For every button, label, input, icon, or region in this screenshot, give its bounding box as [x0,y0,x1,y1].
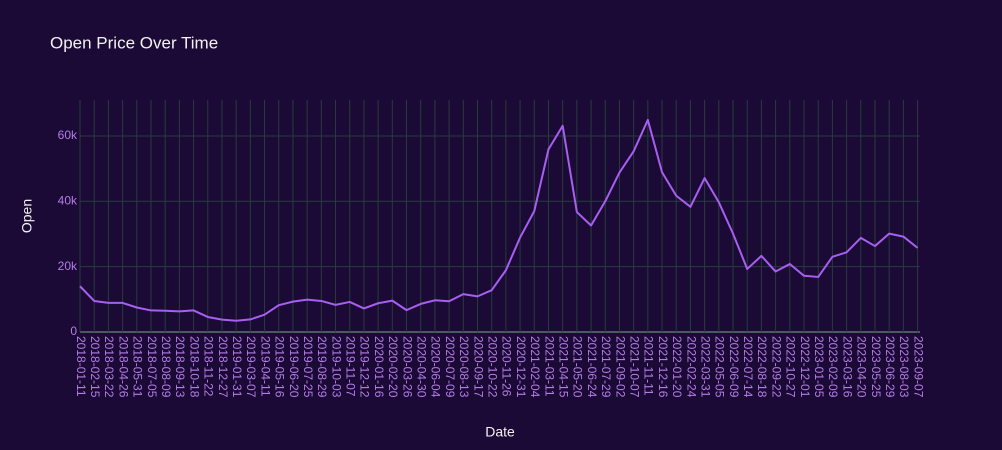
grid: 0 20k 40k 60k 2018-01-11 2018-02-15 2018-03-22… [58,100,925,398]
line-series [79,118,919,322]
x-tick-label: 2021-07-29 [599,336,613,398]
x-tick-label: 2018-03-22 [102,336,116,398]
x-tick-label: 2018-12-27 [216,336,230,398]
y-tick-label: 0 [70,324,77,338]
x-tick-label: 2020-06-04 [429,336,443,398]
x-tick-label: 2021-05-20 [571,336,585,398]
x-tick-label: 2022-07-14 [741,336,755,398]
y-tick-label: 60k [58,128,78,142]
x-tick-label: 2023-02-09 [826,336,840,398]
x-tick-label: 2018-11-22 [202,336,216,397]
x-tick-label: 2019-05-16 [273,336,287,398]
x-tick-label: 2023-01-05 [812,336,826,398]
y-axis-title: Open [19,199,35,233]
x-tick-label: 2020-04-30 [415,336,429,398]
x-tick-label: 2018-02-15 [88,336,102,398]
x-tick-label: 2021-12-16 [656,336,670,398]
x-tick-label: 2022-10-27 [784,336,798,398]
x-tick-label: 2022-03-31 [698,336,712,398]
x-tick-label: 2021-10-07 [627,336,641,398]
x-tick-label: 2022-09-22 [769,336,783,398]
x-tick-label: 2018-07-05 [145,336,159,398]
x-tick-label: 2022-08-18 [755,336,769,398]
x-tick-label: 2020-02-20 [386,336,400,398]
x-tick-label: 2021-04-15 [556,336,570,398]
x-tick-label: 2019-10-03 [329,336,343,398]
x-tick-label: 2020-03-26 [400,336,414,398]
plot-area [79,118,919,322]
x-tick-label: 2018-08-09 [159,336,173,398]
x-tick-label: 2023-06-29 [883,336,897,398]
x-tick-label: 2018-04-26 [116,336,130,398]
x-tick-label: 2019-06-20 [287,336,301,398]
x-tick-label: 2020-11-26 [500,336,514,397]
y-tick-label: 40k [58,193,78,207]
x-tick-label: 2021-11-11 [642,336,656,396]
y-tick-label: 20k [58,259,78,273]
x-tick-label: 2021-09-02 [613,336,627,398]
x-tick-label: 2021-06-24 [585,336,599,398]
x-tick-label: 2023-09-07 [911,336,925,398]
x-tick-label: 2019-12-12 [358,336,372,398]
x-axis-title: Date [485,424,515,440]
x-tick-label: 2023-03-16 [840,336,854,398]
x-tick-label: 2018-05-31 [131,336,145,398]
x-tick-label: 2018-09-13 [173,336,187,398]
x-tick-label: 2021-03-11 [542,336,556,397]
x-tick-label: 2019-01-31 [230,336,244,398]
x-tick-label: 2020-10-22 [486,336,500,398]
x-tick-label: 2022-01-20 [670,336,684,398]
x-tick-label: 2020-09-17 [471,336,485,398]
x-tick-label: 2020-01-16 [372,336,386,398]
x-tick-label: 2020-08-13 [457,336,471,398]
x-tick-label: 2020-12-31 [514,336,528,398]
chart-title: Open Price Over Time [50,33,218,52]
x-tick-label: 2019-04-11 [258,336,272,397]
x-tick-label: 2022-06-09 [727,336,741,398]
x-tick-label: 2019-08-29 [315,336,329,398]
x-tick-label: 2022-12-01 [798,336,812,398]
x-tick-label: 2019-03-07 [244,336,258,398]
x-tick-label: 2022-05-05 [713,336,727,398]
x-tick-label: 2018-01-11 [74,336,88,397]
x-tick-label: 2020-07-09 [443,336,457,398]
x-tick-label: 2023-04-20 [855,336,869,398]
x-tick-label: 2018-10-18 [187,336,201,398]
x-tick-label: 2021-02-04 [528,336,542,398]
x-tick-label: 2019-07-25 [301,336,315,398]
x-tick-label: 2022-02-24 [684,336,698,398]
x-tick-label: 2019-11-07 [344,336,358,397]
x-tick-label: 2023-05-25 [869,336,883,398]
x-tick-label: 2023-08-03 [897,336,911,398]
